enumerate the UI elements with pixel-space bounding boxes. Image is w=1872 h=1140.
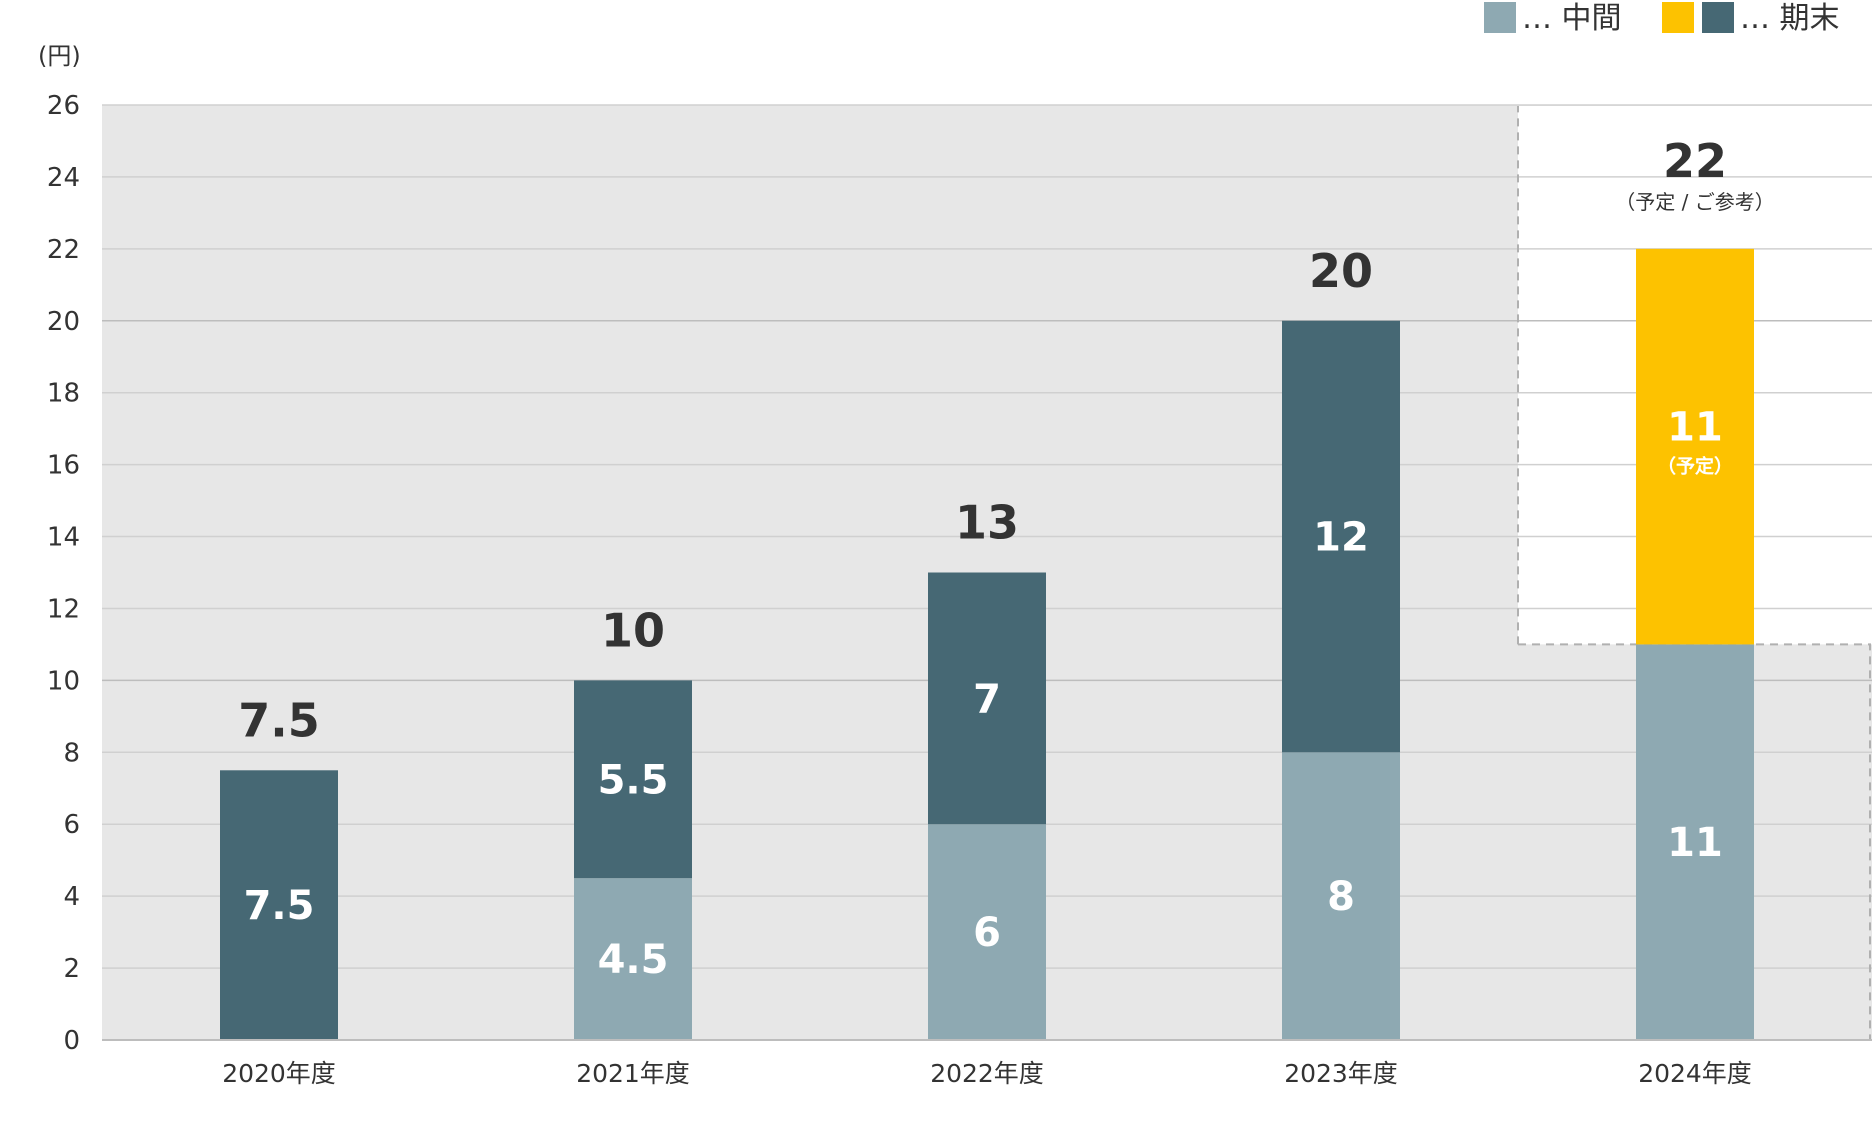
legend-label: … 中間: [1522, 1, 1622, 36]
x-tick-label: 2023年度: [1284, 1059, 1398, 1088]
bar-segment: [220, 770, 338, 1040]
segment-value-label: 7: [973, 676, 1001, 722]
bar-segment: [928, 572, 1046, 825]
bars: [220, 248, 1754, 1040]
bar-labels: 7.5 7.5 4.5 5.5 10 6 7 13 8 12 20 11 11 （予定） 22（予定 / ご…: [238, 134, 1774, 983]
segment-value-label: 11: [1667, 405, 1723, 451]
unit-label: (円): [38, 42, 81, 70]
segment-value-label: 7.5: [244, 883, 315, 929]
segment-value-label: 6: [973, 910, 1001, 956]
y-tick-label: 26: [47, 91, 80, 121]
y-tick-label: 2: [63, 954, 80, 984]
segment-value-label: 4.5: [598, 937, 669, 983]
bar-segment: [1636, 248, 1754, 645]
total-value-label: 22: [1663, 134, 1727, 188]
total-note-label: （予定 / ご参考）: [1615, 190, 1774, 214]
y-tick-label: 0: [63, 1026, 80, 1056]
x-tick-label: 2021年度: [576, 1059, 690, 1088]
legend-swatch: [1662, 2, 1694, 33]
legend-swatch: [1484, 2, 1516, 33]
x-axis-labels: 2020年度 2021年度 2022年度 2023年度 2024年度: [222, 1059, 1752, 1088]
total-value-label: 20: [1309, 244, 1373, 298]
total-value-label: 10: [601, 603, 665, 657]
forecast-dashed-border: [1517, 106, 1871, 1040]
legend-label: … 期末: [1740, 1, 1840, 36]
y-tick-label: 20: [47, 307, 80, 337]
bar-segment: [574, 878, 692, 1040]
y-tick-label: 18: [47, 379, 80, 409]
legend: … 中間 … 期末: [1484, 1, 1840, 36]
y-tick-label: 24: [47, 163, 80, 193]
y-tick-label: 14: [47, 523, 80, 553]
y-tick-label: 10: [47, 666, 80, 696]
segment-value-label: 12: [1313, 515, 1369, 561]
legend-swatch: [1702, 2, 1734, 33]
total-value-label: 13: [955, 496, 1019, 550]
y-tick-label: 8: [63, 738, 80, 768]
y-tick-label: 12: [47, 594, 80, 624]
bar-segment: [1282, 752, 1400, 1040]
bar-segment: [1282, 320, 1400, 753]
y-tick-label: 16: [47, 451, 80, 481]
segment-value-label: 8: [1327, 874, 1355, 920]
x-tick-label: 2024年度: [1638, 1059, 1752, 1088]
x-tick-label: 2022年度: [930, 1059, 1044, 1088]
x-tick-label: 2020年度: [222, 1059, 336, 1088]
y-tick-label: 6: [63, 810, 80, 840]
segment-note-label: （予定）: [1657, 455, 1733, 478]
bar-segment: [1636, 644, 1754, 1040]
y-tick-label: 4: [63, 882, 80, 912]
y-tick-label: 22: [47, 235, 80, 265]
bar-segment: [574, 680, 692, 879]
segment-value-label: 11: [1667, 820, 1723, 866]
segment-value-label: 5.5: [598, 757, 669, 803]
total-value-label: 7.5: [238, 693, 320, 747]
bar-segment: [928, 824, 1046, 1040]
